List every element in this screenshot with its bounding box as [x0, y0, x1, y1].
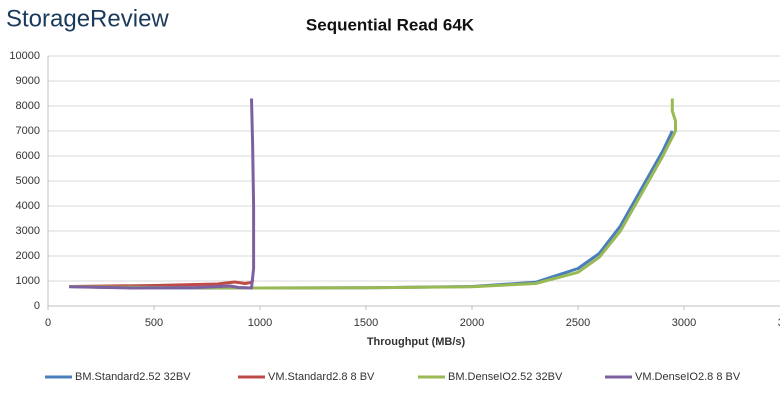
series-line: [69, 98, 256, 290]
x-tick-label: 0: [45, 317, 51, 329]
y-tick-label: 5000: [16, 175, 40, 187]
x-tick-label: 3500: [778, 317, 780, 329]
x-tick-label: 2000: [460, 317, 484, 329]
legend-label: BM.Standard2.52 32BV: [75, 371, 191, 383]
y-tick-label: 10000: [9, 50, 40, 62]
series-line: [69, 98, 677, 290]
x-tick-label: 1000: [248, 317, 272, 329]
y-tick-label: 9000: [16, 75, 40, 87]
series-line: [69, 130, 674, 290]
legend-label: BM.DenseIO2.52 32BV: [448, 371, 563, 383]
legend-label: VM.DenseIO2.8 8 BV: [635, 371, 741, 383]
x-tick-label: 500: [145, 317, 163, 329]
legend-label: VM.Standard2.8 8 BV: [268, 371, 375, 383]
x-axis-label: Throughput (MB/s): [367, 336, 466, 348]
x-tick-label: 1500: [354, 317, 378, 329]
brand-logo: StorageReview: [6, 5, 169, 32]
y-tick-label: 7000: [16, 125, 40, 137]
y-tick-label: 2000: [16, 250, 40, 262]
y-tick-label: 4000: [16, 200, 40, 212]
chart-title: Sequential Read 64K: [306, 15, 475, 34]
y-tick-label: 6000: [16, 150, 40, 162]
y-tick-label: 8000: [16, 100, 40, 112]
x-tick-label: 2500: [566, 317, 590, 329]
x-tick-label: 3000: [672, 317, 696, 329]
y-tick-label: 3000: [16, 225, 40, 237]
y-tick-label: 0: [34, 300, 40, 312]
y-tick-label: 1000: [16, 275, 40, 287]
